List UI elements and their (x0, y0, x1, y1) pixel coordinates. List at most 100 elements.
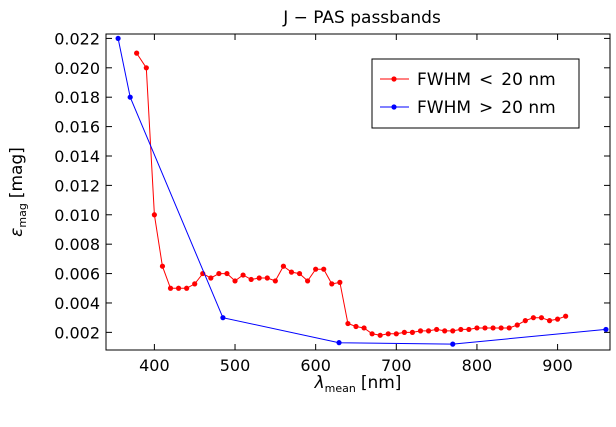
series-line-1 (117, 38, 607, 345)
data-point-0 (530, 315, 536, 321)
x-axis-unit: [nm] (361, 373, 402, 393)
x-axis-subscript: mean (325, 382, 356, 395)
data-point-0 (442, 328, 448, 334)
data-point-0 (134, 50, 140, 56)
x-axis-label: λmean [nm] (314, 373, 402, 395)
y-tick-label: 0.004 (54, 294, 100, 313)
data-point-0 (264, 275, 270, 281)
legend-label-1: FWHM >20 nm (417, 98, 556, 118)
y-tick-label: 0.020 (54, 59, 100, 78)
data-point-0 (498, 325, 504, 331)
y-tick-label: 0.022 (54, 29, 100, 48)
legend-label-right: 20 nm (501, 98, 555, 118)
x-axis-symbol: λ (314, 373, 325, 393)
data-point-0 (490, 325, 496, 331)
data-point-0 (208, 275, 214, 281)
y-tick-label: 0.008 (54, 235, 100, 254)
y-tick-label: 0.018 (54, 88, 100, 107)
x-tick-label: 400 (139, 356, 170, 375)
data-point-0 (385, 331, 391, 337)
data-point-1 (336, 340, 342, 346)
data-point-0 (337, 279, 343, 285)
legend-marker-1 (391, 104, 397, 110)
data-point-0 (377, 332, 383, 338)
data-point-0 (506, 325, 512, 331)
data-point-0 (417, 328, 424, 334)
y-axis-label: εmag [mag] (7, 147, 29, 237)
data-point-1 (220, 315, 226, 321)
data-point-0 (546, 318, 553, 324)
x-tick-label: 600 (300, 356, 331, 375)
y-tick-label: 0.016 (54, 118, 100, 137)
data-point-0 (393, 331, 399, 337)
data-point-1 (450, 341, 456, 347)
legend-marker-0 (391, 76, 397, 82)
data-point-0 (514, 322, 520, 328)
data-point-0 (305, 278, 311, 284)
legend-label-left: FWHM (417, 98, 471, 118)
legend-label-right: 20 nm (501, 70, 555, 90)
data-point-0 (143, 65, 149, 71)
x-tick-label: 700 (381, 356, 412, 375)
data-point-0 (466, 326, 472, 333)
x-tick-label: 900 (542, 356, 573, 375)
y-axis-subscript: mag (16, 203, 29, 227)
data-point-0 (224, 270, 230, 277)
data-point-0 (272, 278, 278, 284)
data-point-0 (288, 269, 295, 275)
data-point-0 (313, 266, 319, 272)
data-point-0 (192, 281, 198, 287)
data-point-0 (369, 331, 375, 337)
data-point-0 (216, 270, 222, 277)
data-point-0 (321, 266, 327, 272)
data-point-0 (434, 326, 440, 333)
data-point-0 (345, 320, 351, 327)
y-axis-symbol: ε (7, 228, 27, 237)
legend-label-0: FWHM <20 nm (417, 70, 556, 90)
data-point-0 (296, 270, 303, 277)
y-tick-label: 0.002 (54, 323, 100, 342)
legend-box (371, 58, 580, 129)
data-point-0 (474, 325, 480, 331)
data-point-0 (554, 316, 561, 322)
data-point-0 (232, 278, 238, 284)
x-tick-label: 500 (220, 356, 251, 375)
data-point-0 (458, 326, 464, 333)
data-point-0 (256, 275, 262, 281)
y-axis-unit: [mag] (7, 147, 27, 198)
data-point-0 (184, 285, 190, 291)
data-point-0 (409, 329, 416, 335)
data-point-0 (450, 328, 456, 334)
legend-label-op: < (479, 70, 493, 90)
data-point-0 (361, 325, 367, 331)
data-point-0 (425, 328, 432, 334)
data-point-0 (240, 272, 246, 278)
data-point-0 (401, 329, 407, 335)
data-point-0 (482, 325, 488, 331)
data-point-0 (151, 212, 157, 218)
data-point-0 (159, 263, 166, 269)
data-point-0 (329, 281, 335, 287)
data-point-0 (175, 285, 182, 291)
data-point-0 (248, 276, 254, 283)
data-point-0 (538, 315, 545, 321)
data-point-0 (353, 323, 359, 330)
data-point-1 (603, 326, 609, 333)
legend-label-op: > (479, 98, 493, 118)
data-point-0 (563, 313, 569, 319)
data-point-0 (167, 285, 174, 291)
data-point-0 (522, 318, 528, 324)
data-point-0 (280, 263, 287, 269)
y-tick-label: 0.014 (54, 147, 100, 166)
legend-label-left: FWHM (417, 70, 471, 90)
x-tick-label: 800 (462, 356, 493, 375)
data-point-1 (115, 35, 121, 42)
data-point-1 (127, 94, 133, 100)
y-tick-label: 0.012 (54, 176, 100, 195)
plot-frame (105, 33, 611, 351)
y-tick-label: 0.010 (54, 206, 100, 225)
y-tick-label: 0.006 (54, 265, 100, 284)
chart-title: J − PAS passbands (282, 8, 441, 28)
